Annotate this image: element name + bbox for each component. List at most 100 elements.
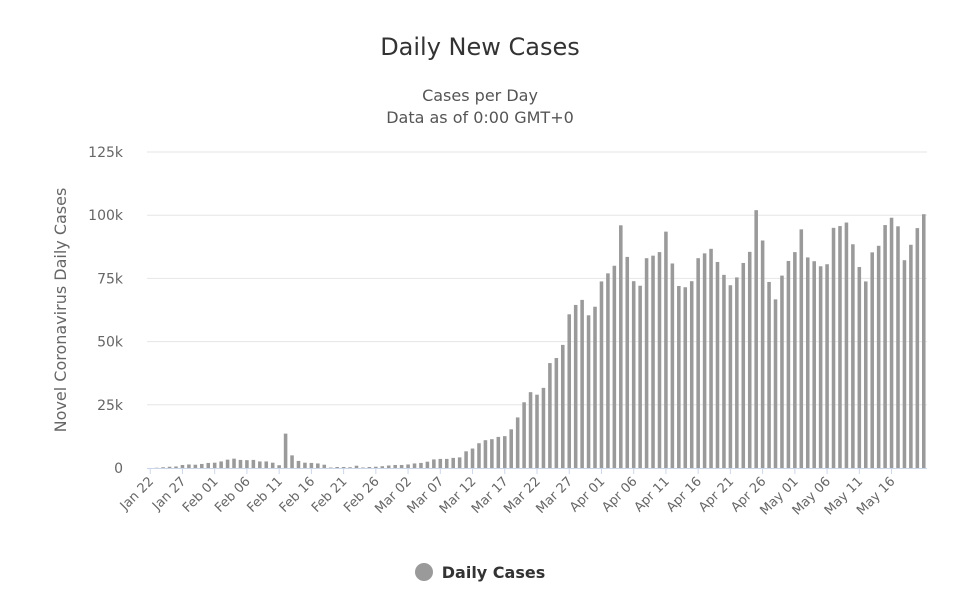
bar[interactable] <box>896 226 900 468</box>
bar[interactable] <box>625 256 630 468</box>
bar[interactable] <box>367 466 372 468</box>
bar[interactable] <box>580 299 584 468</box>
bar[interactable] <box>374 466 378 468</box>
bar[interactable] <box>316 463 320 468</box>
bar[interactable] <box>909 244 913 468</box>
bar[interactable] <box>444 458 449 468</box>
bar[interactable] <box>657 252 662 468</box>
bar[interactable] <box>709 248 713 468</box>
bar[interactable] <box>496 436 501 468</box>
bar[interactable] <box>232 458 236 468</box>
bar[interactable] <box>670 263 675 468</box>
bar[interactable] <box>528 392 533 468</box>
bar[interactable] <box>277 465 281 468</box>
bar[interactable] <box>619 225 623 468</box>
bar[interactable] <box>728 285 733 468</box>
bar[interactable] <box>386 465 391 468</box>
bar[interactable] <box>780 275 784 468</box>
bar[interactable] <box>606 273 610 468</box>
bar[interactable] <box>219 461 223 468</box>
bar[interactable] <box>322 464 327 468</box>
bar[interactable] <box>361 467 365 468</box>
bar[interactable] <box>760 240 765 468</box>
bar[interactable] <box>335 466 339 468</box>
bar[interactable] <box>464 451 468 468</box>
bar[interactable] <box>902 260 907 468</box>
bar[interactable] <box>773 299 778 468</box>
bar[interactable] <box>922 214 926 468</box>
bar[interactable] <box>767 281 771 468</box>
bar[interactable] <box>432 459 436 468</box>
bar[interactable] <box>689 281 694 468</box>
bar[interactable] <box>296 460 301 468</box>
bar[interactable] <box>412 463 417 468</box>
bar[interactable] <box>812 261 816 468</box>
bar[interactable] <box>651 255 655 468</box>
bar[interactable] <box>876 245 881 468</box>
bar[interactable] <box>793 252 797 468</box>
bar[interactable] <box>187 464 191 468</box>
bar[interactable] <box>683 287 688 468</box>
bar[interactable] <box>915 228 920 468</box>
bar[interactable] <box>470 448 475 468</box>
bar[interactable] <box>341 466 346 468</box>
bar[interactable] <box>541 387 546 468</box>
bar[interactable] <box>251 459 256 468</box>
bar[interactable] <box>638 285 642 468</box>
bar[interactable] <box>193 464 198 468</box>
bar[interactable] <box>451 457 455 468</box>
bar[interactable] <box>348 467 352 468</box>
bar[interactable] <box>535 394 539 468</box>
bar[interactable] <box>174 466 178 468</box>
bar[interactable] <box>561 344 565 468</box>
bar[interactable] <box>258 461 262 468</box>
bar[interactable] <box>677 285 681 468</box>
bar[interactable] <box>844 222 849 468</box>
bar[interactable] <box>722 274 726 468</box>
bar[interactable] <box>380 466 385 468</box>
bar[interactable] <box>200 463 204 468</box>
bar[interactable] <box>573 304 578 468</box>
bar[interactable] <box>483 440 488 468</box>
bar[interactable] <box>522 402 526 468</box>
bar[interactable] <box>457 457 462 468</box>
bar[interactable] <box>180 464 185 468</box>
bar[interactable] <box>503 436 507 468</box>
bar[interactable] <box>509 429 513 468</box>
bar[interactable] <box>167 466 172 468</box>
bar[interactable] <box>747 251 752 468</box>
bar[interactable] <box>270 462 275 468</box>
bar[interactable] <box>212 462 217 468</box>
legend[interactable]: Daily Cases <box>0 563 960 582</box>
bar[interactable] <box>805 257 810 468</box>
bar[interactable] <box>309 462 314 468</box>
bar[interactable] <box>831 227 836 468</box>
bar[interactable] <box>593 306 597 468</box>
bar[interactable] <box>548 363 552 468</box>
bar[interactable] <box>631 281 636 468</box>
bar[interactable] <box>238 459 243 468</box>
bar[interactable] <box>702 253 707 468</box>
bar[interactable] <box>303 462 307 468</box>
bar[interactable] <box>754 210 758 468</box>
bar[interactable] <box>870 252 874 468</box>
bar[interactable] <box>741 262 746 468</box>
bar[interactable] <box>225 459 230 468</box>
bar[interactable] <box>715 261 720 468</box>
bar[interactable] <box>283 433 288 468</box>
bar[interactable] <box>438 458 443 468</box>
bar[interactable] <box>425 461 430 468</box>
bar[interactable] <box>863 281 868 468</box>
bar[interactable] <box>586 315 591 468</box>
bar[interactable] <box>477 443 481 468</box>
bar[interactable] <box>735 277 739 468</box>
bar[interactable] <box>490 439 494 468</box>
bar[interactable] <box>515 417 520 468</box>
bar[interactable] <box>599 281 604 468</box>
bar[interactable] <box>786 260 791 468</box>
bar[interactable] <box>393 464 397 468</box>
bar[interactable] <box>825 264 829 468</box>
bar[interactable] <box>612 265 617 468</box>
bar[interactable] <box>419 462 423 468</box>
bar[interactable] <box>857 267 862 468</box>
